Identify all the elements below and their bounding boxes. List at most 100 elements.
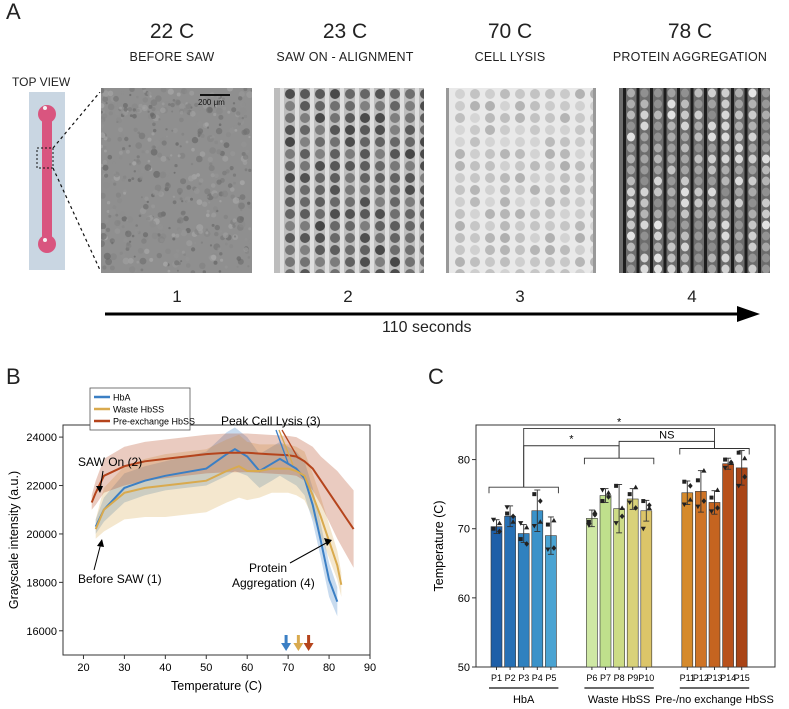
cell-speckle: [247, 256, 251, 259]
cell-speckle: [181, 132, 185, 136]
cell-speckle: [183, 215, 189, 222]
aligned-cell: [315, 161, 325, 171]
lysed-cell: [560, 197, 570, 207]
aggregate-cell: [708, 198, 716, 208]
aggregate-cell: [694, 253, 703, 263]
cell-speckle: [157, 236, 165, 244]
aligned-cell: [360, 269, 370, 273]
lysed-cell: [455, 137, 465, 147]
aggregate-cell: [735, 154, 743, 164]
aggregate-cell: [735, 88, 743, 98]
lysis-marker-stem: [296, 635, 300, 644]
lysed-cell: [500, 185, 510, 195]
cell-speckle: [165, 135, 168, 138]
data-point: [736, 483, 742, 489]
cell-speckle: [127, 257, 134, 264]
lysed-cell: [470, 89, 480, 99]
cell-speckle: [191, 247, 196, 252]
lysed-cell: [515, 209, 525, 219]
y-tick-label: 60: [458, 593, 470, 605]
aligned-cell: [405, 221, 415, 231]
bar: [517, 533, 530, 668]
data-point: [551, 517, 557, 523]
cell-speckle: [103, 182, 110, 189]
lysed-cell: [515, 113, 525, 123]
aggregate-cell: [735, 99, 743, 109]
cell-speckle: [222, 170, 227, 176]
cell-speckle: [172, 99, 176, 102]
aligned-cell: [420, 137, 424, 147]
cell-speckle: [206, 106, 213, 114]
aggregate-cell: [627, 132, 635, 142]
aggregate-cell: [762, 264, 770, 273]
cell-speckle: [204, 122, 209, 127]
lysed-cell: [515, 149, 525, 159]
lysed-cell: [455, 113, 465, 123]
lysed-cell: [575, 233, 585, 243]
aligned-cell: [360, 89, 370, 99]
aligned-cell: [285, 221, 295, 231]
cell-speckle: [184, 108, 189, 113]
aligned-cell: [300, 221, 310, 231]
cell-speckle: [181, 200, 184, 203]
data-point: [619, 513, 625, 520]
lysed-cell: [545, 149, 555, 159]
data-point: [619, 505, 625, 510]
x-tick-label: P3: [518, 673, 529, 683]
aligned-cell: [285, 209, 295, 219]
lysed-cell: [530, 269, 540, 273]
data-point: [586, 519, 591, 524]
cell-speckle: [209, 162, 213, 166]
aligned-cell: [420, 173, 424, 183]
cell-speckle: [101, 144, 104, 149]
cell-speckle: [128, 144, 131, 148]
cell-speckle: [144, 164, 152, 171]
aligned-cell: [345, 185, 355, 195]
cell-speckle: [202, 201, 208, 207]
cell-speckle: [157, 102, 161, 106]
aggregate-cell: [681, 121, 689, 131]
aligned-cell: [345, 245, 355, 255]
cell-speckle: [171, 233, 176, 238]
aggregate-cell: [735, 143, 743, 153]
aggregate-cell: [748, 198, 757, 208]
y-tick-label: 22000: [26, 481, 57, 493]
cell-speckle: [179, 111, 184, 115]
cell-speckle: [161, 102, 165, 106]
cell-speckle: [248, 168, 252, 172]
panel-c-letter: C: [428, 364, 444, 389]
aggregate-cell: [708, 121, 716, 131]
data-point: [586, 523, 592, 528]
x-tick-label: 30: [118, 662, 130, 674]
lysed-cell: [560, 257, 570, 267]
cell-speckle: [228, 223, 234, 229]
aligned-cell: [420, 113, 424, 123]
aggregate-cell: [748, 253, 757, 263]
cell-speckle: [172, 200, 177, 205]
cell-speckle: [133, 255, 136, 258]
data-point: [510, 519, 516, 524]
lysis-marker-arrow: [281, 643, 292, 651]
cell-speckle: [101, 228, 106, 233]
aligned-cell: [420, 89, 424, 99]
aggregate-cell: [627, 209, 635, 219]
aggregate-cell: [735, 264, 743, 273]
aggregate-cell: [748, 132, 757, 142]
cell-speckle: [142, 89, 147, 93]
aligned-cell: [330, 125, 340, 135]
cell-speckle: [231, 107, 237, 113]
lysed-cell: [545, 209, 555, 219]
cell-speckle: [114, 220, 121, 227]
cell-speckle: [240, 208, 243, 212]
cell-speckle: [225, 242, 228, 246]
cell-speckle: [190, 270, 196, 273]
cell-speckle: [211, 254, 217, 260]
cell-speckle: [103, 136, 108, 141]
cell-speckle: [101, 88, 105, 94]
aggregate-cell: [667, 110, 676, 120]
cell-speckle: [149, 95, 152, 98]
aggregate-cell: [694, 176, 703, 186]
aligned-cell: [315, 113, 325, 123]
device-top-view: [29, 92, 101, 271]
